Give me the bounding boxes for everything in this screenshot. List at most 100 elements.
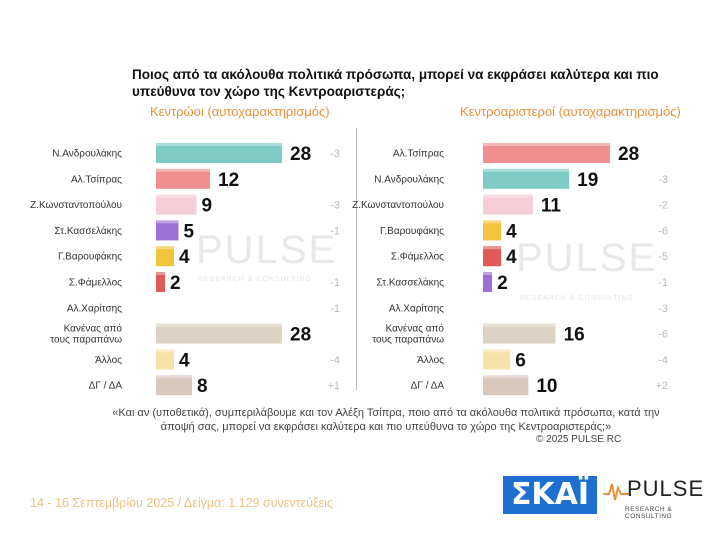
chart-title: Ποιος από τα ακόλουθα πολιτικά πρόσωπα, … — [132, 67, 659, 99]
right-value-label: 6 — [515, 350, 526, 371]
right-change-label: +2 — [655, 380, 668, 392]
right-category-label: Σ.Φάμελλος — [391, 251, 444, 263]
right-value-label: 19 — [577, 170, 598, 191]
left-bar — [156, 220, 179, 241]
question-footnote: «Και αν (υποθετικά), συμπεριλάβουμε και … — [112, 407, 660, 433]
left-bar-highlight — [156, 220, 179, 224]
right-category-label: τους παραπάνω — [372, 334, 444, 346]
right-bar-highlight — [483, 349, 511, 353]
left-bar — [156, 168, 210, 189]
left-change-label: -3 — [330, 200, 340, 212]
left-category-label: ΔΓ / ΔΑ — [89, 381, 123, 392]
left-value-label: 28 — [290, 144, 311, 165]
pulse-wave-icon — [603, 483, 629, 501]
left-value-label: 2 — [170, 273, 181, 294]
left-category-label: Κανένας από — [64, 323, 123, 335]
right-category-label: Στ.Κασσελάκης — [376, 277, 444, 289]
left-bar — [156, 272, 165, 292]
left-bar — [156, 143, 282, 163]
fieldwork-info: 14 - 16 Σεπτεμβρίου 2025 / Δείγμα: 1.129… — [30, 496, 333, 510]
right-bar-highlight — [483, 246, 502, 250]
right-bar-highlight — [483, 375, 529, 379]
left-bar-highlight — [156, 349, 174, 353]
left-category-label: Σ.Φάμελλος — [69, 277, 122, 289]
left-bar-highlight — [156, 143, 282, 146]
watermark-sub-right: RESEARCH & CONSULTING — [520, 295, 634, 302]
left-bar — [156, 323, 282, 344]
left-panel-subtitle: Κεντρώοι (αυτοχαρακτηρισμός) — [150, 104, 330, 119]
left-bar-highlight — [156, 168, 210, 172]
left-bar — [156, 375, 192, 396]
right-bar — [483, 272, 493, 292]
right-change-label: -6 — [658, 225, 668, 237]
left-change-label: -1 — [330, 225, 340, 237]
left-value-label: 4 — [179, 350, 190, 371]
pulse-logo-subtext: RESEARCH & CONSULTING — [625, 506, 673, 520]
left-change-label: -4 — [330, 354, 340, 366]
right-category-label: Ν.Ανδρουλάκης — [374, 173, 444, 185]
right-category-label: Αλ.Χαρίτσης — [389, 302, 444, 314]
right-value-label: 4 — [506, 247, 517, 268]
watermark-left: PULSE — [196, 228, 338, 272]
right-bar — [483, 143, 610, 163]
left-category-label: Άλλος — [95, 355, 122, 366]
left-value-label: 12 — [218, 170, 239, 191]
left-bar — [156, 194, 197, 215]
left-change-label: -1 — [330, 277, 340, 289]
left-change-label: -3 — [330, 148, 340, 160]
right-panel-subtitle: Κεντροαριστεροί (αυτοχαρακτηρισμός) — [460, 104, 681, 119]
right-bar — [483, 375, 529, 396]
right-bar — [483, 349, 511, 370]
left-bar-highlight — [156, 246, 174, 250]
right-bar-highlight — [483, 220, 502, 224]
right-category-label: Γ.Βαρουφάκης — [380, 225, 444, 237]
bar-charts: Ν.Ανδρουλάκης 28 -3Αλ.Τσίπρας 12Ζ.Κωνσταντο… — [30, 143, 668, 397]
left-bar — [156, 349, 174, 370]
right-value-label: 11 — [541, 196, 562, 217]
left-category-label: Αλ.Χαρίτσης — [67, 302, 122, 314]
left-change-label: +1 — [327, 380, 340, 392]
left-value-label: 8 — [197, 376, 208, 397]
right-value-label: 28 — [618, 144, 639, 165]
left-category-label: Ν.Ανδρουλάκης — [52, 148, 122, 160]
pulse-logo-text: PULSE — [627, 476, 705, 501]
left-category-label: Αλ.Τσίπρας — [71, 173, 122, 185]
right-value-label: 2 — [497, 273, 508, 294]
right-change-label: -4 — [658, 354, 668, 366]
left-value-label: 4 — [179, 247, 190, 268]
left-category-label: Ζ.Κωνσταντοπούλου — [30, 199, 122, 211]
right-bar-highlight — [483, 194, 533, 198]
left-value-label: 5 — [184, 221, 195, 242]
right-category-label: Άλλος — [417, 355, 444, 366]
right-value-label: 16 — [564, 325, 585, 346]
left-change-label: -1 — [330, 303, 340, 315]
right-bar — [483, 194, 533, 215]
left-bar-highlight — [156, 375, 192, 379]
right-change-label: -1 — [658, 277, 668, 289]
right-bar — [483, 168, 570, 189]
panel-divider — [356, 128, 357, 390]
right-category-label: Ζ.Κωνσταντοπούλου — [352, 199, 444, 211]
copyright-note: © 2025 PULSE RC — [536, 434, 622, 445]
right-change-label: -5 — [658, 251, 668, 263]
left-bar-highlight — [156, 194, 197, 198]
watermark-sub-left: RESEARCH & CONSULTING — [198, 276, 312, 283]
left-bar — [156, 246, 174, 267]
right-bar-highlight — [483, 168, 570, 172]
right-change-label: -3 — [658, 174, 668, 186]
right-category-label: Αλ.Τσίπρας — [393, 148, 444, 160]
right-bar — [483, 246, 502, 267]
right-bar-highlight — [483, 272, 493, 275]
right-bar — [483, 220, 502, 241]
left-value-label: 28 — [290, 325, 311, 346]
right-bar — [483, 323, 556, 344]
right-bar-highlight — [483, 323, 556, 327]
right-category-label: Κανένας από — [386, 323, 445, 335]
right-change-label: -3 — [658, 303, 668, 315]
right-change-label: -2 — [658, 200, 668, 212]
right-category-label: ΔΓ / ΔΑ — [411, 381, 445, 392]
right-value-label: 4 — [506, 221, 517, 242]
pulse-logo: PULSE RESEARCH & CONSULTING — [603, 474, 711, 520]
right-value-label: 10 — [536, 376, 557, 397]
left-bar-highlight — [156, 323, 282, 327]
